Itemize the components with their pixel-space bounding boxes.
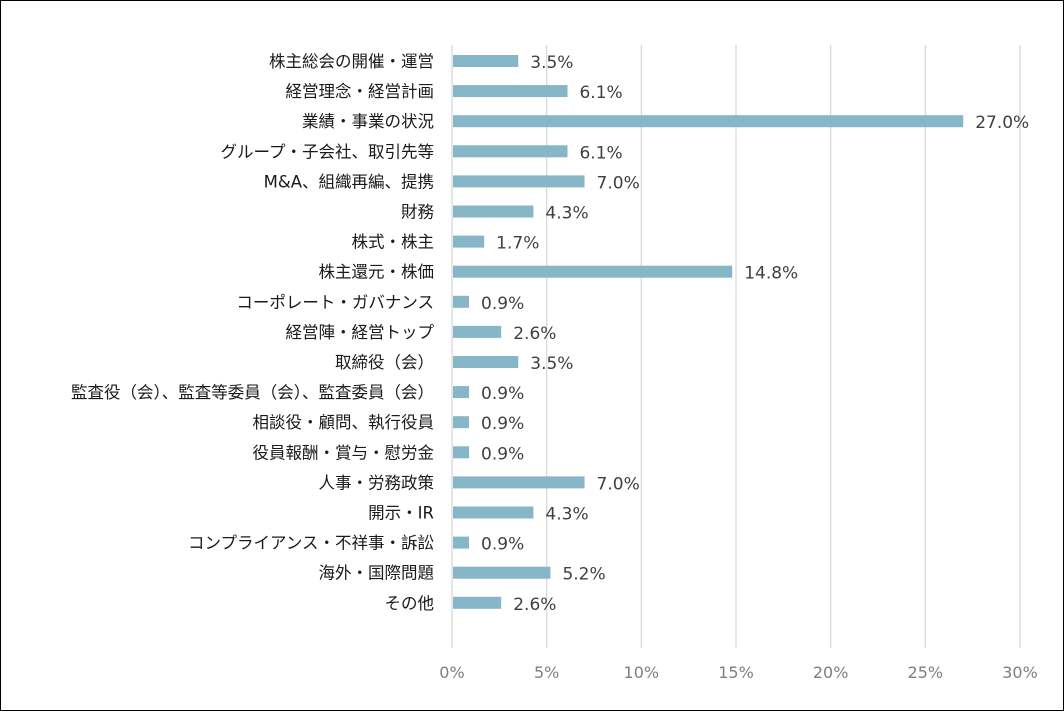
- bar: [453, 446, 470, 459]
- x-tick-label: 25%: [908, 663, 944, 682]
- bar: [453, 476, 585, 489]
- category-label: 経営理念・経営計画: [286, 81, 435, 101]
- bar: [453, 205, 534, 218]
- category-labels: 株主総会の開催・運営経営理念・経営計画業績・事業の状況グループ・子会社、取引先等…: [71, 52, 435, 613]
- bar: [453, 596, 502, 609]
- category-label: 株式・株主: [352, 233, 435, 252]
- bar: [453, 115, 964, 128]
- category-label: 株主総会の開催・運営: [269, 52, 434, 71]
- bar: [453, 175, 585, 188]
- category-label: 人事・労務政策: [319, 473, 435, 492]
- data-label: 5.2%: [562, 565, 605, 585]
- data-label: 3.5%: [530, 354, 573, 374]
- category-label: 相談役・顧問、執行役員: [253, 413, 435, 432]
- data-label: 0.9%: [481, 444, 524, 464]
- bar: [453, 85, 568, 98]
- category-label: 監査役（会）、監査等委員（会）、監査委員（会）: [71, 383, 434, 402]
- category-label: コーポレート・ガバナンス: [236, 293, 434, 312]
- bar: [453, 506, 534, 519]
- bar: [453, 536, 470, 549]
- bar: [453, 566, 551, 579]
- category-label: 業績・事業の状況: [302, 112, 434, 131]
- value-labels: 3.5% 6.1% 27.0% 6.1% 7.0% 4.3% 1.7% 14.8% 0.9% 2.…: [481, 53, 1029, 615]
- x-axis-tick-labels: 0% 5% 10% 15% 20% 25% 30%: [439, 663, 1037, 682]
- data-label: 4.3%: [545, 204, 588, 224]
- data-label: 7.0%: [597, 173, 640, 193]
- data-label: 27.0%: [975, 113, 1029, 133]
- data-label: 0.9%: [481, 414, 524, 434]
- data-label: 6.1%: [579, 83, 622, 103]
- data-label: 0.9%: [481, 535, 524, 555]
- data-label: 14.8%: [744, 264, 798, 284]
- data-label: 0.9%: [481, 384, 524, 404]
- bar: [453, 265, 733, 278]
- category-label: 海外・国際問題: [319, 564, 435, 583]
- category-label: 役員報酬・賞与・慰労金: [253, 443, 435, 462]
- data-label: 0.9%: [481, 294, 524, 314]
- bar: [453, 235, 485, 248]
- gridlines: [451, 45, 1021, 648]
- category-label: 開示・IR: [368, 504, 434, 523]
- category-label: その他: [385, 594, 435, 613]
- bars: [453, 55, 964, 609]
- x-tick-label: 30%: [1002, 663, 1038, 682]
- category-label: M&A、組織再編、提携: [264, 172, 434, 191]
- data-label: 1.7%: [496, 234, 539, 254]
- bar: [453, 145, 568, 158]
- data-label: 3.5%: [530, 53, 573, 73]
- x-tick-label: 0%: [439, 663, 464, 682]
- category-label: グループ・子会社、取引先等: [220, 142, 434, 161]
- category-label: コンプライアンス・不祥事・訴訟: [188, 534, 434, 553]
- bar: [453, 416, 470, 429]
- bar: [453, 295, 470, 308]
- x-tick-label: 20%: [813, 663, 849, 682]
- bar: [453, 55, 519, 67]
- category-label: 株主還元・株価: [319, 263, 435, 282]
- x-tick-label: 10%: [624, 663, 660, 682]
- data-label: 7.0%: [597, 474, 640, 494]
- bar: [453, 356, 519, 368]
- category-label: 経営陣・経営トップ: [286, 323, 435, 342]
- category-label: 財務: [401, 203, 435, 222]
- x-tick-label: 5%: [534, 663, 559, 682]
- data-label: 2.6%: [513, 324, 556, 344]
- data-label: 4.3%: [545, 505, 588, 525]
- data-label: 6.1%: [579, 143, 622, 163]
- bar: [453, 386, 470, 399]
- data-label: 2.6%: [513, 595, 556, 615]
- bar: [453, 325, 502, 338]
- category-label: 取締役（会）: [335, 353, 434, 372]
- x-tick-label: 15%: [718, 663, 754, 682]
